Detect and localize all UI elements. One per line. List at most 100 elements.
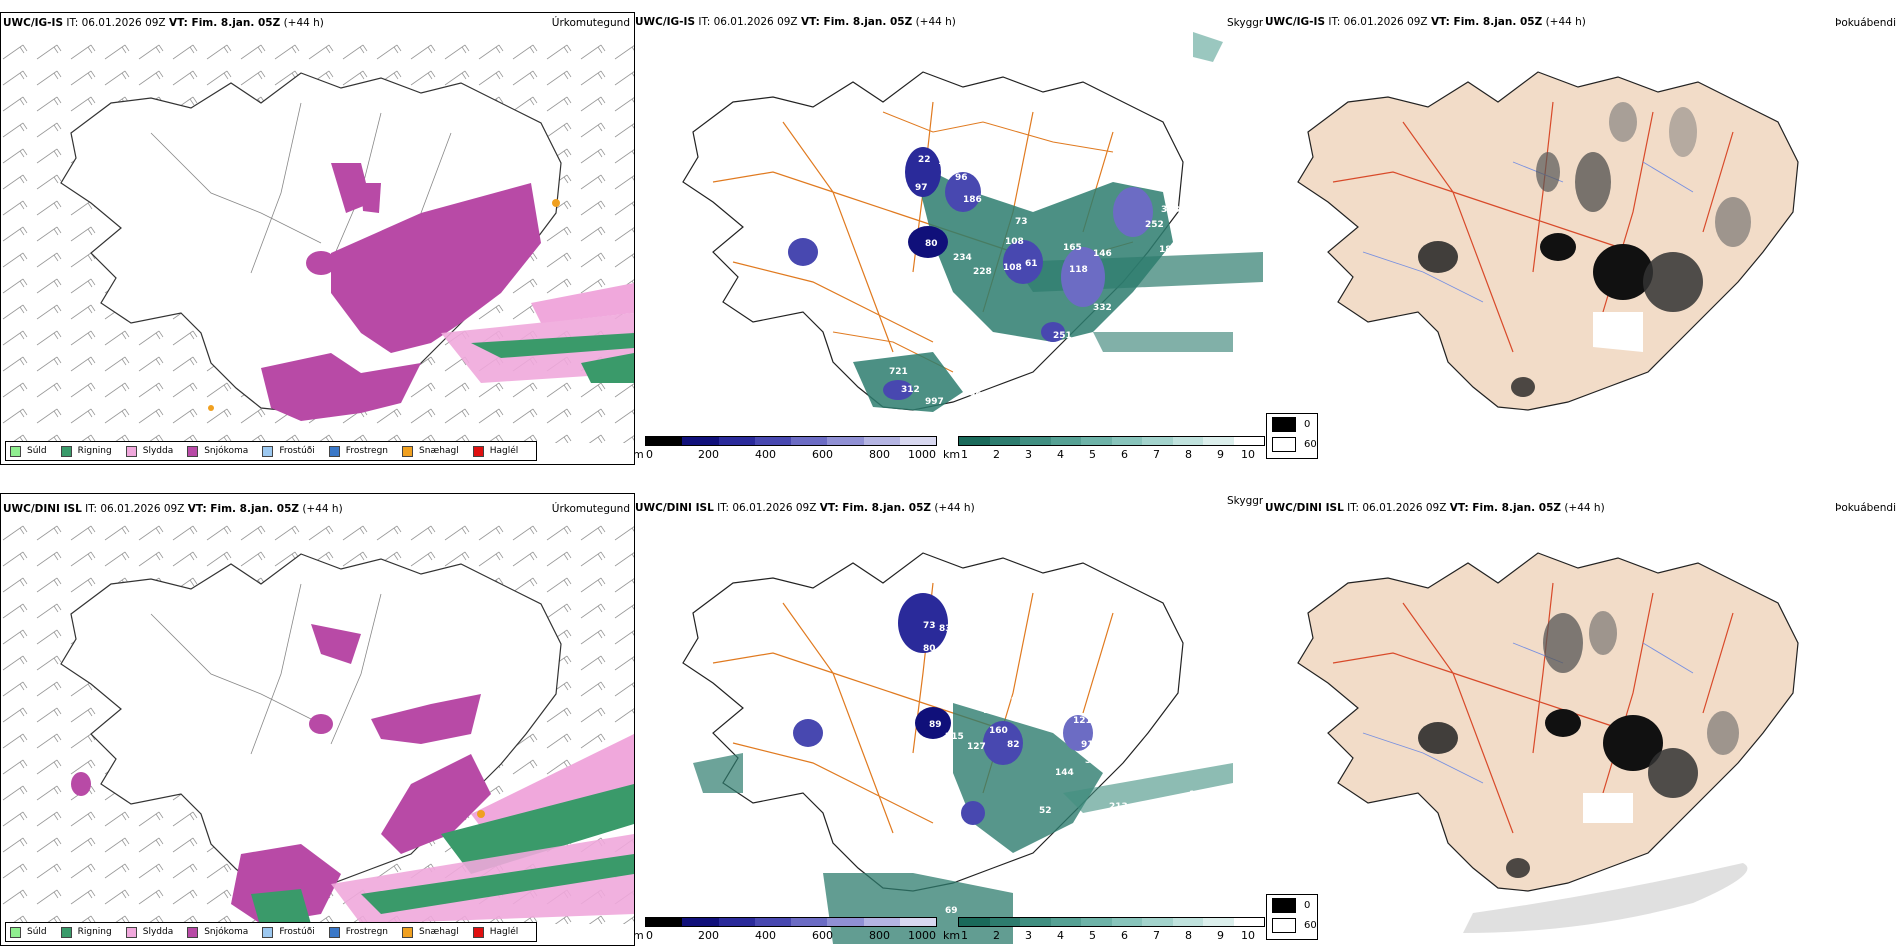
legend-swatch — [60, 926, 72, 938]
fog-map-canvas — [1297, 552, 1799, 933]
legend-item: Frostúði — [262, 445, 315, 457]
legend-swatch — [472, 445, 484, 457]
map-header: UWC/IG-IS IT: 06.01.2026 09Z VT: Fim. 8.… — [635, 16, 956, 28]
colorbar-tick: 200 — [698, 448, 719, 461]
legend-swatch — [187, 445, 199, 457]
vis-label: 69 — [945, 906, 958, 916]
fog-index-map-top: UWC/IG-IS IT: 06.01.2026 09Z VT: Fim. 8.… — [1263, 12, 1900, 463]
panel-title-fog: Þokuábendi — [1835, 502, 1896, 514]
colorbar-tick: 2 — [993, 448, 1000, 461]
legend-swatch — [187, 926, 199, 938]
legend-swatch — [125, 926, 137, 938]
colorbar-height-m-top: m 0 200 400 600 800 1000 — [633, 436, 938, 464]
vis-label: 108 — [1003, 263, 1022, 273]
colorbar-unit: km — [943, 448, 961, 461]
vis-label: 967 — [969, 391, 988, 401]
legend-swatch — [60, 445, 72, 457]
panel-title-visibility: Skyggni — [1227, 495, 1263, 507]
vis-label: 73 — [923, 621, 936, 631]
colorbar-tick: 4 — [1057, 448, 1064, 461]
legend-item: Rigning — [60, 445, 112, 457]
panel-title-precip: Úrkomutegund — [551, 17, 630, 29]
colorbar-tick: 10 — [1241, 448, 1255, 461]
colorbar-tick: 6 — [1121, 448, 1128, 461]
legend-item: Súld — [10, 926, 47, 938]
colorbar-tick: 7 — [1153, 929, 1160, 942]
precip-type-legend: Súld Rigning Slydda Snjókoma Frostúði Fr… — [5, 441, 538, 461]
legend-swatch — [328, 445, 340, 457]
vis-label: 393 — [1161, 205, 1180, 215]
colorbar-m-bar — [645, 917, 937, 927]
vis-label: 326 — [1085, 756, 1104, 766]
fog-legend-bottom: 0 60 — [1266, 894, 1318, 940]
map-header: UWC/IG-IS IT: 06.01.2026 09Z VT: Fim. 8.… — [3, 17, 324, 29]
vis-label: 186 — [963, 195, 982, 205]
colorbar-tick: 400 — [755, 929, 776, 942]
vis-label: 97 — [915, 183, 928, 193]
legend-item: Frostúði — [262, 926, 315, 938]
panel-title-visibility: Skyggni — [1227, 17, 1263, 29]
colorbar-tick: 0 — [646, 929, 653, 942]
vis-label: 97 — [1011, 696, 1024, 706]
legend-item: Snjókoma — [187, 926, 248, 938]
precip-type-map-bottom: UWC/DINI ISL IT: 06.01.2026 09Z VT: Fim.… — [0, 493, 635, 946]
colorbar-tick: 2 — [993, 929, 1000, 942]
fog-index-map-bottom: UWC/DINI ISL IT: 06.01.2026 09Z VT: Fim.… — [1263, 493, 1900, 944]
map-header: UWC/DINI ISL IT: 06.01.2026 09Z VT: Fim.… — [3, 503, 343, 515]
fog-legend-item: 60 — [1267, 434, 1317, 454]
panel-title-fog: Þokuábendi — [1835, 17, 1896, 29]
vis-label: 213 — [1109, 802, 1128, 812]
legend-swatch — [125, 445, 137, 457]
visibility-map-bottom: UWC/DINI ISL IT: 06.01.2026 09Z VT: Fim.… — [633, 493, 1263, 944]
colorbar-tick: 10 — [1241, 929, 1255, 942]
colorbar-unit: km — [943, 929, 961, 942]
vis-label: 121 — [983, 706, 1002, 716]
vis-label: 721 — [889, 367, 908, 377]
fog-legend-top: 0 60 — [1266, 413, 1318, 459]
colorbar-tick: 1 — [961, 929, 968, 942]
fog-legend-item: 0 — [1267, 414, 1317, 434]
colorbar-vis-km-bottom: km 1 2 3 4 5 6 7 8 9 10 — [943, 917, 1268, 945]
vis-label: 160 — [989, 726, 1008, 736]
colorbar-tick: 400 — [755, 448, 776, 461]
colorbar-tick: 0 — [646, 448, 653, 461]
colorbar-tick: 1 — [961, 448, 968, 461]
vis-label: 91 — [953, 644, 966, 654]
vis-label: 22 — [918, 155, 931, 165]
colorbar-tick: 600 — [812, 448, 833, 461]
colorbar-tick: 4 — [1057, 929, 1064, 942]
legend-item: Haglél — [472, 926, 518, 938]
precip-map-canvas — [1, 524, 634, 929]
colorbar-tick: 5 — [1089, 448, 1096, 461]
legend-swatch — [402, 445, 414, 457]
legend-item: Snjókoma — [187, 445, 248, 457]
colorbar-tick: 6 — [1121, 929, 1128, 942]
vis-label: 686 — [1119, 826, 1138, 836]
vis-label: 96 — [955, 173, 968, 183]
colorbar-tick: 800 — [869, 929, 890, 942]
vis-label: 122 — [1189, 790, 1208, 800]
colorbar-tick: 9 — [1217, 448, 1224, 461]
vis-label: 182 — [1159, 245, 1178, 255]
vis-label: 129 — [1141, 290, 1160, 300]
vis-label: 108 — [1005, 237, 1024, 247]
colorbar-tick: 5 — [1089, 929, 1096, 942]
colorbar-tick: 3 — [1025, 929, 1032, 942]
vis-label: 228 — [973, 267, 992, 277]
colorbar-tick: 7 — [1153, 448, 1160, 461]
vis-label: 118 — [1069, 265, 1088, 275]
vis-label: 93 — [1025, 193, 1038, 203]
vis-label: 181 — [1123, 317, 1142, 327]
colorbar-km-bar — [958, 917, 1265, 927]
vis-label: 73 — [1015, 217, 1028, 227]
map-header: UWC/DINI ISL IT: 06.01.2026 09Z VT: Fim.… — [1265, 502, 1605, 514]
colorbar-tick: 600 — [812, 929, 833, 942]
precip-type-map-top: UWC/IG-IS IT: 06.01.2026 09Z VT: Fim. 8.… — [0, 12, 635, 465]
vis-label: 29 — [1167, 190, 1180, 200]
legend-item: Slydda — [125, 926, 173, 938]
fog-legend-item: 0 — [1267, 895, 1317, 915]
vis-label: 83 — [939, 624, 952, 634]
vis-label: 165 — [1063, 243, 1082, 253]
colorbar-tick: 8 — [1185, 448, 1192, 461]
vis-label: 251 — [1053, 331, 1072, 341]
